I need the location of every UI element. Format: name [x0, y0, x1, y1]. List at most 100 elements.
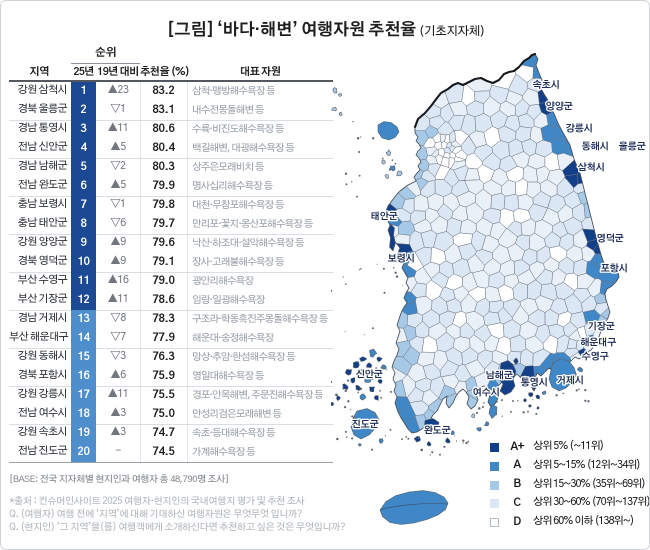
representative-resource: 광안리해수욕장 — [192, 276, 254, 286]
rank-change: ▲9 — [110, 238, 126, 248]
rank-change: ▲3 — [110, 409, 126, 419]
rank-change: ▽2 — [110, 162, 126, 172]
rank-cell: 18 — [71, 405, 96, 425]
rank-cell: 9 — [71, 234, 96, 254]
coastline — [385, 53, 620, 434]
title-main: [그림] ‘바다·해변’ 여행자원 추천율 — [167, 23, 417, 39]
table-header-row: 지역 25년 19년 대비 추천율 (%) 대표 자원 — [9, 65, 333, 81]
map-labels: 속초시 양양군 강릉시 동해시 울릉군 삼척시 영덕군 포항시 태안군 보령시 … — [350, 79, 647, 437]
map-label-gijang: 기장군 — [588, 321, 615, 332]
recommend-rate: 78.6 — [152, 295, 175, 306]
header-rank-group: 순위 — [95, 48, 116, 59]
row-separator — [9, 309, 333, 311]
recommend-rate: 75.0 — [152, 409, 175, 420]
rank-cell: 15 — [71, 348, 96, 368]
representative-resource: 가계해수욕장 등 — [192, 447, 256, 457]
map-label-wando: 완도군 — [424, 426, 451, 436]
region-name: 전남 여수시 — [17, 409, 68, 419]
rank-change: ▲11 — [107, 390, 129, 400]
legend-item: D 상위 60% 이하 (138위~) — [490, 516, 635, 529]
recommend-rate: 74.5 — [152, 447, 175, 458]
map-label-tongyeong: 통영시 — [521, 378, 548, 388]
recommend-rate: 77.9 — [152, 333, 175, 344]
rank-change: ▽7 — [110, 333, 126, 343]
rank-cell: 10 — [71, 253, 96, 273]
rank-change: - — [115, 447, 121, 457]
legend-item: C 상위 30~60% (70위~137위) — [490, 497, 649, 510]
row-separator — [9, 347, 333, 349]
map-label-taean: 태안군 — [371, 212, 398, 222]
footnote-base: [BASE: 전국 지자체별 현지인과 여행자 총 48,790명 조사] — [9, 475, 229, 484]
rank-cell: 8 — [71, 215, 96, 235]
rank-change: ▽8 — [110, 314, 126, 324]
table-row: 부산 해운대구 14 ▽7 77.9 해운대·송정해수욕장 — [9, 329, 333, 349]
region-name: 경남 남해군 — [17, 162, 68, 172]
recommend-rate: 80.4 — [152, 143, 175, 154]
map-label-haeundae: 해운대구 — [580, 338, 616, 348]
table-body: 강원 삼척시 1 ▲23 83.2 삼척·맹방해수욕장 등 경북 울릉군 2 ▽… — [9, 82, 333, 462]
legend-grade: D — [513, 516, 521, 528]
map-label-gangneung: 강릉시 — [566, 123, 593, 134]
rank-change: ▲5 — [110, 181, 126, 191]
rank-cell: 3 — [71, 120, 96, 140]
representative-resource: 낙산·하조대·설악해수욕장 등 — [192, 238, 305, 248]
rank-cell: 7 — [71, 196, 96, 216]
map-label-yeosu: 여수시 — [473, 388, 500, 398]
table-row: 강원 강릉시 17 ▲11 75.5 경포·안목해변, 주문진해수욕장 등 — [9, 386, 333, 406]
rank-change: ▲9 — [110, 257, 126, 267]
map-label-pohang: 포항시 — [601, 263, 628, 274]
table-row: 부산 기장군 12 ▲11 78.6 임랑·일광해수욕장 — [9, 291, 333, 311]
legend-item: B 상위 15~30% (35위~69위) — [490, 479, 646, 492]
table-row: 강원 동해시 15 ▽3 76.3 망상·추암·한섬해수욕장 등 — [9, 348, 333, 368]
region-name: 경북 영덕군 — [17, 257, 68, 267]
representative-resource: 대천·무창포해수욕장 등 — [192, 200, 285, 210]
region-name: 경북 포항시 — [17, 371, 68, 381]
rank-change: ▲16 — [107, 276, 129, 286]
rank-cell: 4 — [71, 139, 96, 159]
representative-resource: 임랑·일광해수욕장 — [192, 295, 265, 305]
legend-desc: 상위 15~30% (35위~69위) — [533, 479, 646, 490]
korea-choropleth-map: 속초시 양양군 강릉시 동해시 울릉군 삼척시 영덕군 포항시 태안군 보령시 … — [331, 52, 647, 525]
map-label-namhae: 남해군 — [486, 371, 513, 381]
table-row: 강원 삼척시 1 ▲23 83.2 삼척·맹방해수욕장 등 — [9, 82, 333, 102]
recommend-rate: 74.7 — [152, 428, 175, 439]
rank-change: ▽1 — [110, 200, 126, 210]
rank-change: ▲23 — [107, 86, 129, 96]
row-separator — [9, 233, 333, 235]
footnote-question-local: Q. (현지인) ‘그 지역’을(를) 여행객에게 소개하신다면 추천하고 싶은… — [9, 521, 345, 532]
jeju-boundary — [380, 503, 448, 510]
representative-resource: 상주은모래비치 등 — [192, 162, 264, 172]
title-suffix: (기초지자체) — [419, 26, 485, 38]
header-resource: 대표 자원 — [239, 68, 281, 78]
map-label-yeongdeok: 영덕군 — [597, 233, 624, 244]
map-label-ulleung: 울릉군 — [619, 142, 646, 152]
region-name: 강원 양양군 — [17, 238, 68, 248]
representative-resource: 망상·추암·한섬해수욕장 등 — [192, 352, 296, 362]
islets — [331, 120, 590, 456]
row-separator — [9, 385, 333, 387]
islands — [331, 87, 584, 525]
legend-grade: B — [513, 479, 521, 491]
legend-swatch — [490, 480, 499, 490]
legend-grade: A+ — [510, 441, 524, 453]
recommend-rate: 80.6 — [152, 124, 175, 135]
table-row: 경북 울릉군 2 ▽1 83.1 내수전몽돌해변 등 — [9, 101, 333, 121]
rank-cell: 1 — [71, 82, 96, 102]
rank-change: ▲3 — [110, 428, 126, 438]
municipality-cells — [385, 53, 620, 434]
rank-change: ▽6 — [110, 219, 126, 229]
rank-change: ▽1 — [110, 105, 126, 115]
region-name: 강원 삼척시 — [17, 86, 68, 96]
header-underline — [9, 80, 333, 82]
rank-cell: 11 — [71, 272, 96, 292]
representative-resource: 해운대·송정해수욕장 — [192, 333, 274, 343]
legend-swatch — [490, 499, 499, 509]
row-separator — [9, 423, 333, 425]
representative-resource: 만성리검은모래해변 등 — [192, 409, 282, 419]
region-name: 부산 해운대구 — [9, 333, 69, 343]
representative-resource: 구조라·학동흑진주몽돌해수욕장 등 — [192, 314, 328, 324]
recommend-rate: 78.3 — [152, 314, 175, 325]
rank-cell: 16 — [71, 367, 96, 387]
legend-swatch — [490, 443, 499, 452]
